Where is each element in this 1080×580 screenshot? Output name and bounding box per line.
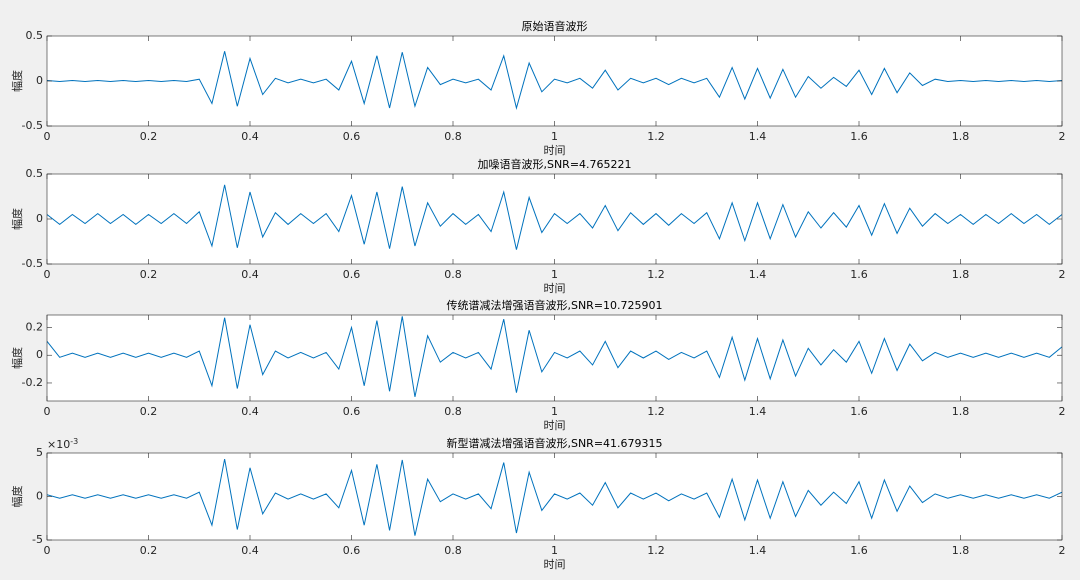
x-axis-label: 时间 <box>544 144 566 157</box>
chart-title: 新型谱减法增强语音波形,SNR=41.679315 <box>446 436 662 450</box>
axes-background <box>47 36 1062 126</box>
x-tick-label: 1.4 <box>749 130 767 143</box>
x-axis-label: 时间 <box>544 282 566 295</box>
y-tick-label: 0.5 <box>26 29 44 42</box>
x-tick-label: 0.6 <box>343 544 361 557</box>
x-tick-label: 1 <box>551 405 558 418</box>
x-tick-label: 0.6 <box>343 268 361 281</box>
axis-multiplier: ×10-3 <box>47 437 78 452</box>
y-tick-label: 0 <box>36 348 43 361</box>
waveform <box>47 316 1062 397</box>
x-tick-label: 1.8 <box>952 405 970 418</box>
y-tick-label: -0.2 <box>22 376 43 389</box>
y-axis-label: 幅度 <box>10 347 24 369</box>
x-axis-label: 时间 <box>544 419 566 432</box>
chart-title: 原始语音波形 <box>522 19 588 33</box>
x-tick-label: 2 <box>1059 130 1066 143</box>
x-tick-label: 0.2 <box>140 130 158 143</box>
x-tick-label: 0.2 <box>140 268 158 281</box>
plot-area <box>47 316 1062 397</box>
multiplier-exponent: -3 <box>70 437 78 446</box>
waveform <box>47 51 1062 110</box>
x-axis-label: 时间 <box>544 558 566 571</box>
multiplier-base: ×10 <box>47 438 70 451</box>
x-tick-label: 0.4 <box>241 544 259 557</box>
x-tick-label: 1.6 <box>850 405 868 418</box>
x-tick-label: 1.2 <box>647 405 665 418</box>
x-tick-label: 1.4 <box>749 544 767 557</box>
x-tick-label: 2 <box>1059 405 1066 418</box>
y-axis-label: 幅度 <box>10 486 24 508</box>
x-tick-label: 0.8 <box>444 268 462 281</box>
x-tick-label: 0 <box>44 130 51 143</box>
plot-area <box>47 51 1062 110</box>
x-tick-label: 0.6 <box>343 130 361 143</box>
x-tick-label: 1.6 <box>850 268 868 281</box>
x-tick-label: 1 <box>551 130 558 143</box>
x-tick-label: 2 <box>1059 544 1066 557</box>
axes-background <box>47 453 1062 540</box>
x-tick-label: 1.6 <box>850 130 868 143</box>
x-tick-label: 1.4 <box>749 405 767 418</box>
x-tick-label: 2 <box>1059 268 1066 281</box>
y-axis-label: 幅度 <box>10 208 24 230</box>
x-tick-label: 1 <box>551 268 558 281</box>
x-tick-label: 0.6 <box>343 405 361 418</box>
waveform <box>47 458 1062 536</box>
y-tick-label: 0 <box>36 490 43 503</box>
x-tick-label: 0.8 <box>444 405 462 418</box>
x-tick-label: 1.2 <box>647 130 665 143</box>
y-tick-label: 5 <box>36 446 43 459</box>
x-tick-label: 0.2 <box>140 405 158 418</box>
plot-area <box>47 458 1062 536</box>
x-tick-label: 0.4 <box>241 405 259 418</box>
y-axis-label: 幅度 <box>10 70 24 92</box>
y-tick-label: 0 <box>36 212 43 225</box>
axes-background <box>47 315 1062 401</box>
x-tick-label: 1.8 <box>952 130 970 143</box>
x-tick-label: 0.8 <box>444 544 462 557</box>
x-tick-label: 0.8 <box>444 130 462 143</box>
y-tick-label: 0.5 <box>26 167 44 180</box>
x-tick-label: 0 <box>44 544 51 557</box>
waveform <box>47 184 1062 250</box>
y-tick-label: -5 <box>32 533 43 546</box>
x-tick-label: 1.8 <box>952 268 970 281</box>
x-tick-label: 1.8 <box>952 544 970 557</box>
x-tick-label: 0 <box>44 268 51 281</box>
axes-background <box>47 174 1062 264</box>
x-tick-label: 0.4 <box>241 130 259 143</box>
y-tick-label: 0.2 <box>26 320 44 333</box>
x-tick-label: 1.6 <box>850 544 868 557</box>
x-tick-label: 0.4 <box>241 268 259 281</box>
x-tick-label: 1.4 <box>749 268 767 281</box>
x-tick-label: 1.2 <box>647 544 665 557</box>
plot-area <box>47 184 1062 250</box>
x-tick-label: 0 <box>44 405 51 418</box>
chart-title: 加噪语音波形,SNR=4.765221 <box>477 157 631 171</box>
y-tick-label: -0.5 <box>22 119 43 132</box>
y-tick-label: -0.5 <box>22 257 43 270</box>
x-tick-label: 1.2 <box>647 268 665 281</box>
x-tick-label: 0.2 <box>140 544 158 557</box>
x-tick-label: 1 <box>551 544 558 557</box>
y-tick-label: 0 <box>36 74 43 87</box>
chart-title: 传统谱减法增强语音波形,SNR=10.725901 <box>446 298 662 312</box>
